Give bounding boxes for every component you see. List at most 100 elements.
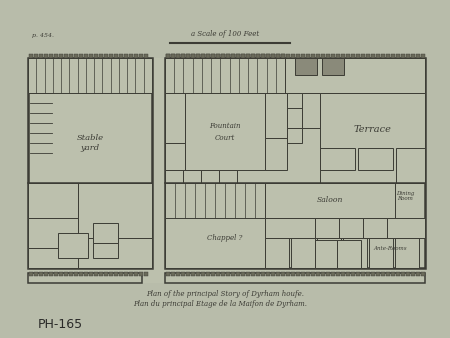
Bar [44,272,48,276]
Bar [251,272,255,276]
Bar [336,272,339,276]
Bar [78,54,82,58]
Bar [216,54,220,58]
Bar [144,54,148,58]
Bar [287,128,302,143]
Bar [275,54,279,58]
Bar [104,54,108,58]
Bar [265,218,315,238]
Bar [206,54,210,58]
Bar [28,272,32,276]
Bar [302,93,320,128]
Bar [123,272,127,276]
Bar [415,272,419,276]
Bar [28,58,152,93]
Bar [240,54,244,58]
Bar [363,218,387,238]
Bar [395,238,419,268]
Bar [54,54,58,58]
Bar [190,54,194,58]
Bar [144,272,148,276]
Bar [369,238,393,268]
Bar [49,272,53,276]
Bar [280,54,284,58]
Bar [375,54,379,58]
Bar [356,272,360,276]
Bar [261,54,265,58]
Bar [415,54,419,58]
Bar [206,54,210,58]
Bar [94,54,98,58]
Bar [235,54,239,58]
Bar [346,272,350,276]
Bar [180,54,184,58]
Bar [370,54,374,58]
Bar [256,272,260,276]
Bar [339,218,363,238]
Bar [225,54,230,58]
Bar [190,54,194,58]
Bar [251,54,255,58]
Bar [317,238,341,268]
Text: p. 454.: p. 454. [32,33,54,38]
Bar [93,223,118,243]
Bar [341,54,345,58]
Bar [104,272,108,276]
Bar [346,54,350,58]
Bar [365,272,369,276]
Bar [295,58,317,75]
Text: Ante-Rooms: Ante-Rooms [373,245,407,250]
Text: Plan du principal Etage de la Maifon de Dyrham.: Plan du principal Etage de la Maifon de … [133,300,307,308]
Bar [176,272,180,276]
Bar [78,272,82,276]
Bar [351,272,355,276]
Bar [84,272,87,276]
Bar [176,54,180,58]
Bar [400,54,405,58]
Bar [370,272,374,276]
Bar [220,54,225,58]
Bar [396,272,400,276]
Bar [28,58,425,283]
Bar [108,54,112,58]
Bar [28,273,142,283]
Bar [351,54,355,58]
Bar [89,54,93,58]
Bar [285,272,289,276]
Bar [230,54,234,58]
Bar [129,272,132,276]
Bar [306,54,310,58]
Bar [89,272,93,276]
Bar [171,54,175,58]
Text: Dining
Room: Dining Room [396,191,414,201]
Bar [44,54,48,58]
Bar [240,272,244,276]
Bar [270,54,274,58]
Bar [180,54,184,58]
Bar [129,54,132,58]
Bar [265,93,287,138]
Bar [246,272,249,276]
Bar [99,54,103,58]
Text: Fountain: Fountain [209,122,241,130]
Text: Saloon: Saloon [317,196,343,204]
Bar [78,238,152,268]
Bar [39,272,42,276]
Bar [180,272,184,276]
Bar [296,272,300,276]
Bar [325,272,329,276]
Bar [315,272,320,276]
Text: Stable
yard: Stable yard [76,135,104,152]
Bar [49,54,53,58]
Bar [405,54,410,58]
Text: a Scale of 100 Feet: a Scale of 100 Feet [191,30,259,38]
Text: PH-165: PH-165 [38,318,83,332]
Bar [322,58,344,75]
Bar [183,170,201,183]
Bar [360,272,365,276]
Bar [211,54,215,58]
Bar [265,138,287,170]
Bar [315,240,337,268]
Bar [171,54,175,58]
Bar [185,54,189,58]
